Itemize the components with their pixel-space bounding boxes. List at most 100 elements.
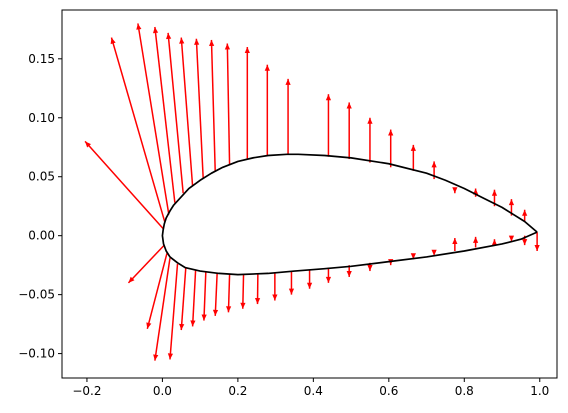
- vector-arrow: [264, 64, 270, 156]
- vector-arrowhead: [153, 354, 159, 361]
- vector-arrow: [166, 32, 184, 194]
- y-tick-label: 0.15: [28, 52, 55, 66]
- vector-arrowhead: [212, 309, 219, 316]
- vector-arrow: [179, 37, 194, 187]
- x-tick-label: 0.6: [379, 384, 398, 398]
- vector-arrowhead: [190, 320, 196, 327]
- vector-arrowhead: [452, 187, 458, 194]
- vector-arrowhead: [85, 141, 91, 148]
- vector-shaft: [137, 23, 170, 215]
- airfoil-outline: [161, 153, 538, 276]
- y-tick-label: 0.05: [28, 170, 55, 184]
- vector-shaft: [84, 140, 164, 230]
- vector-arrow: [190, 269, 197, 327]
- vector-arrowhead: [431, 161, 437, 168]
- x-tick-label: 1.0: [530, 384, 549, 398]
- vector-shaft: [169, 263, 179, 360]
- vector-arrow: [452, 238, 458, 252]
- vector-shaft: [227, 274, 231, 313]
- x-tick-label: 0.4: [304, 384, 323, 398]
- vector-arrowhead: [522, 239, 528, 246]
- x-axis: −0.2 0.0 0.2 0.4 0.6 0.8 1.0: [72, 378, 549, 398]
- vector-shaft: [195, 38, 204, 178]
- vector-arrow: [153, 257, 171, 361]
- vector-arrowhead: [179, 323, 185, 331]
- vector-arrow: [522, 209, 528, 222]
- vector-shaft: [210, 39, 216, 173]
- vector-arrow: [240, 274, 246, 309]
- vector-arrowhead: [306, 282, 313, 289]
- vector-arrowhead: [128, 276, 135, 283]
- vector-shaft: [203, 272, 207, 321]
- vector-arrowhead: [431, 249, 437, 256]
- vector-arrowhead: [325, 276, 332, 283]
- vector-arrow: [491, 239, 498, 246]
- vector-arrowhead: [346, 102, 352, 109]
- vector-arrow: [254, 273, 261, 305]
- vector-shaft: [180, 37, 194, 187]
- vector-arrow: [152, 26, 176, 203]
- y-tick-label: −0.05: [18, 288, 55, 302]
- vector-arrow: [534, 232, 540, 252]
- vector-arrowhead: [209, 39, 215, 47]
- vector-arrowhead: [285, 78, 291, 85]
- vector-arrow: [127, 244, 165, 284]
- x-tick-label: 0.0: [153, 384, 172, 398]
- vector-arrowhead: [152, 26, 159, 34]
- vector-arrow: [306, 269, 313, 289]
- vector-shaft: [154, 26, 176, 203]
- y-tick-label: 0.00: [28, 229, 55, 243]
- vector-arrow: [224, 43, 231, 165]
- y-tick-label: −0.10: [18, 347, 55, 361]
- vector-arrow: [212, 273, 219, 316]
- vector-arrow: [452, 187, 458, 194]
- x-tick-label: −0.2: [72, 384, 101, 398]
- vector-arrow: [167, 263, 179, 360]
- vector-arrowhead: [136, 23, 142, 30]
- vector-arrowhead: [224, 43, 231, 50]
- vector-arrow: [473, 236, 479, 248]
- vector-arrowhead: [473, 236, 479, 243]
- vector-arrowhead: [194, 38, 200, 45]
- vector-arrowhead: [167, 353, 174, 360]
- vector-shaft: [127, 244, 165, 284]
- vector-arrowhead: [367, 265, 373, 272]
- vector-arrow: [272, 273, 278, 301]
- vector-arrowhead: [388, 129, 394, 136]
- vector-arrowhead: [491, 239, 498, 246]
- vector-arrowhead: [226, 306, 232, 313]
- x-tick-label: 0.2: [228, 384, 247, 398]
- vector-arrowhead: [410, 253, 416, 260]
- vector-shaft: [214, 273, 218, 316]
- vector-arrowhead: [508, 235, 515, 242]
- plot-area: [84, 23, 540, 361]
- vector-shaft: [191, 269, 197, 327]
- vector-shaft: [180, 267, 187, 331]
- vector-arrow: [388, 129, 394, 168]
- vector-arrowhead: [110, 37, 116, 45]
- vector-arrow: [325, 94, 332, 157]
- vector-arrow: [194, 38, 204, 178]
- vector-arrowhead: [166, 32, 172, 40]
- vector-arrow: [346, 102, 352, 160]
- vector-arrow: [110, 37, 166, 222]
- vector-arrow: [325, 267, 332, 283]
- vector-arrowhead: [179, 37, 185, 44]
- vector-arrowhead: [240, 302, 246, 309]
- y-axis: −0.10 −0.05 0.00 0.05 0.10 0.15: [18, 52, 62, 361]
- vector-arrow: [285, 78, 291, 155]
- vector-arrowhead: [254, 298, 261, 305]
- vector-arrow: [179, 267, 187, 331]
- vector-shaft: [226, 43, 231, 165]
- vector-arrowhead: [522, 209, 528, 216]
- vector-arrow: [244, 47, 250, 160]
- vector-arrowhead: [272, 294, 278, 301]
- vector-arrow: [84, 140, 164, 230]
- vector-arrowhead: [346, 270, 352, 277]
- vector-arrow: [136, 23, 170, 215]
- vector-arrowhead: [410, 144, 416, 151]
- vector-arrowhead: [244, 47, 250, 54]
- x-tick-label: 0.8: [455, 384, 474, 398]
- vector-arrow: [288, 271, 295, 295]
